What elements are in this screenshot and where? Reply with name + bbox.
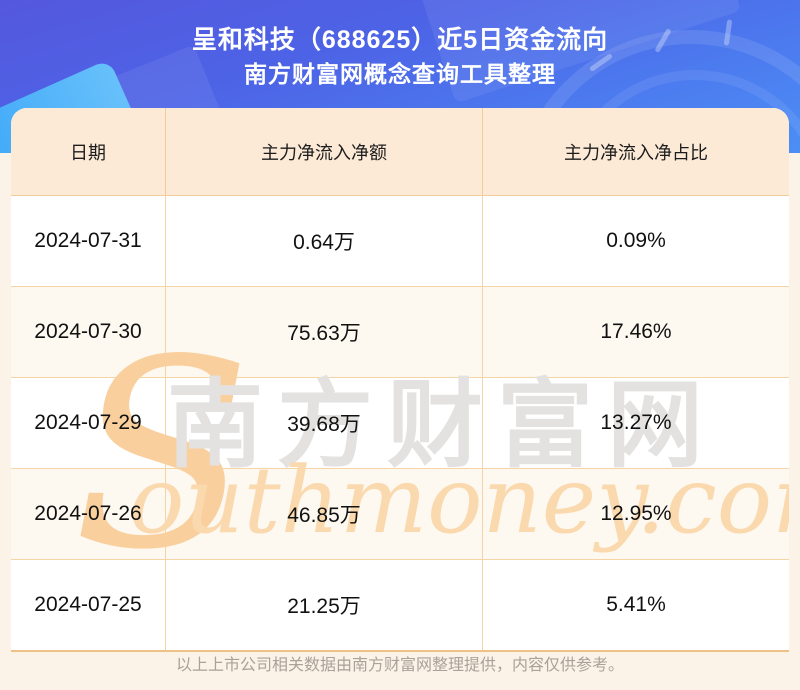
ratio-value: 17.46% (600, 320, 672, 343)
date-value: 2024-07-26 (34, 502, 142, 525)
ratio-value: 5.41% (606, 593, 666, 616)
cell-net-inflow-ratio: 13.27% (483, 378, 789, 468)
cell-net-inflow-ratio: 0.09% (483, 196, 789, 286)
net-inflow-value: 21.25万 (287, 595, 361, 618)
fund-flow-table: S 南方财富网 outhmoney.com 日期 主力净流入净额 主力净流入净占… (11, 108, 789, 652)
page-subtitle: 南方财富网概念查询工具整理 (244, 61, 556, 87)
table-row: 2024-07-31 0.64万 0.09% (11, 196, 789, 287)
date-value: 2024-07-30 (34, 320, 142, 343)
cell-net-inflow-ratio: 17.46% (483, 287, 789, 377)
table-row: 2024-07-30 75.63万 17.46% (11, 287, 789, 378)
page-title: 呈和科技（688625）近5日资金流向 (191, 26, 609, 54)
cell-date: 2024-07-29 (11, 378, 166, 468)
column-header-net-inflow: 主力净流入净额 (166, 108, 483, 195)
net-inflow-value: 0.64万 (293, 231, 355, 254)
net-inflow-value: 39.68万 (287, 413, 361, 436)
column-header-label: 主力净流入净额 (261, 142, 387, 163)
cell-date: 2024-07-26 (11, 469, 166, 559)
cell-net-inflow: 39.68万 (166, 378, 483, 468)
cell-net-inflow: 75.63万 (166, 287, 483, 377)
table-row: 2024-07-25 21.25万 5.41% (11, 560, 789, 650)
table-row: 2024-07-29 39.68万 13.27% (11, 378, 789, 469)
ratio-value: 12.95% (600, 502, 672, 525)
net-inflow-value: 46.85万 (287, 504, 361, 527)
date-value: 2024-07-31 (34, 229, 142, 252)
column-header-date: 日期 (11, 108, 166, 195)
cell-net-inflow: 0.64万 (166, 196, 483, 286)
cell-date: 2024-07-25 (11, 560, 166, 650)
cell-net-inflow: 46.85万 (166, 469, 483, 559)
page-header: 呈和科技（688625）近5日资金流向 南方财富网概念查询工具整理 (0, 24, 800, 89)
net-inflow-value: 75.63万 (287, 322, 361, 345)
cell-net-inflow-ratio: 12.95% (483, 469, 789, 559)
disclaimer-note: 以上上市公司相关数据由南方财富网整理提供，内容仅供参考。 (175, 657, 624, 674)
ratio-value: 13.27% (600, 411, 672, 434)
table-row: 2024-07-26 46.85万 12.95% (11, 469, 789, 560)
date-value: 2024-07-25 (34, 593, 142, 616)
column-header-net-inflow-ratio: 主力净流入净占比 (483, 108, 789, 195)
ratio-value: 0.09% (606, 229, 666, 252)
table-header-row: 日期 主力净流入净额 主力净流入净占比 (11, 108, 789, 196)
column-header-label: 日期 (70, 142, 106, 163)
cell-date: 2024-07-31 (11, 196, 166, 286)
cell-net-inflow-ratio: 5.41% (483, 560, 789, 650)
cell-net-inflow: 21.25万 (166, 560, 483, 650)
column-header-label: 主力净流入净占比 (564, 142, 708, 163)
date-value: 2024-07-29 (34, 411, 142, 434)
cell-date: 2024-07-30 (11, 287, 166, 377)
